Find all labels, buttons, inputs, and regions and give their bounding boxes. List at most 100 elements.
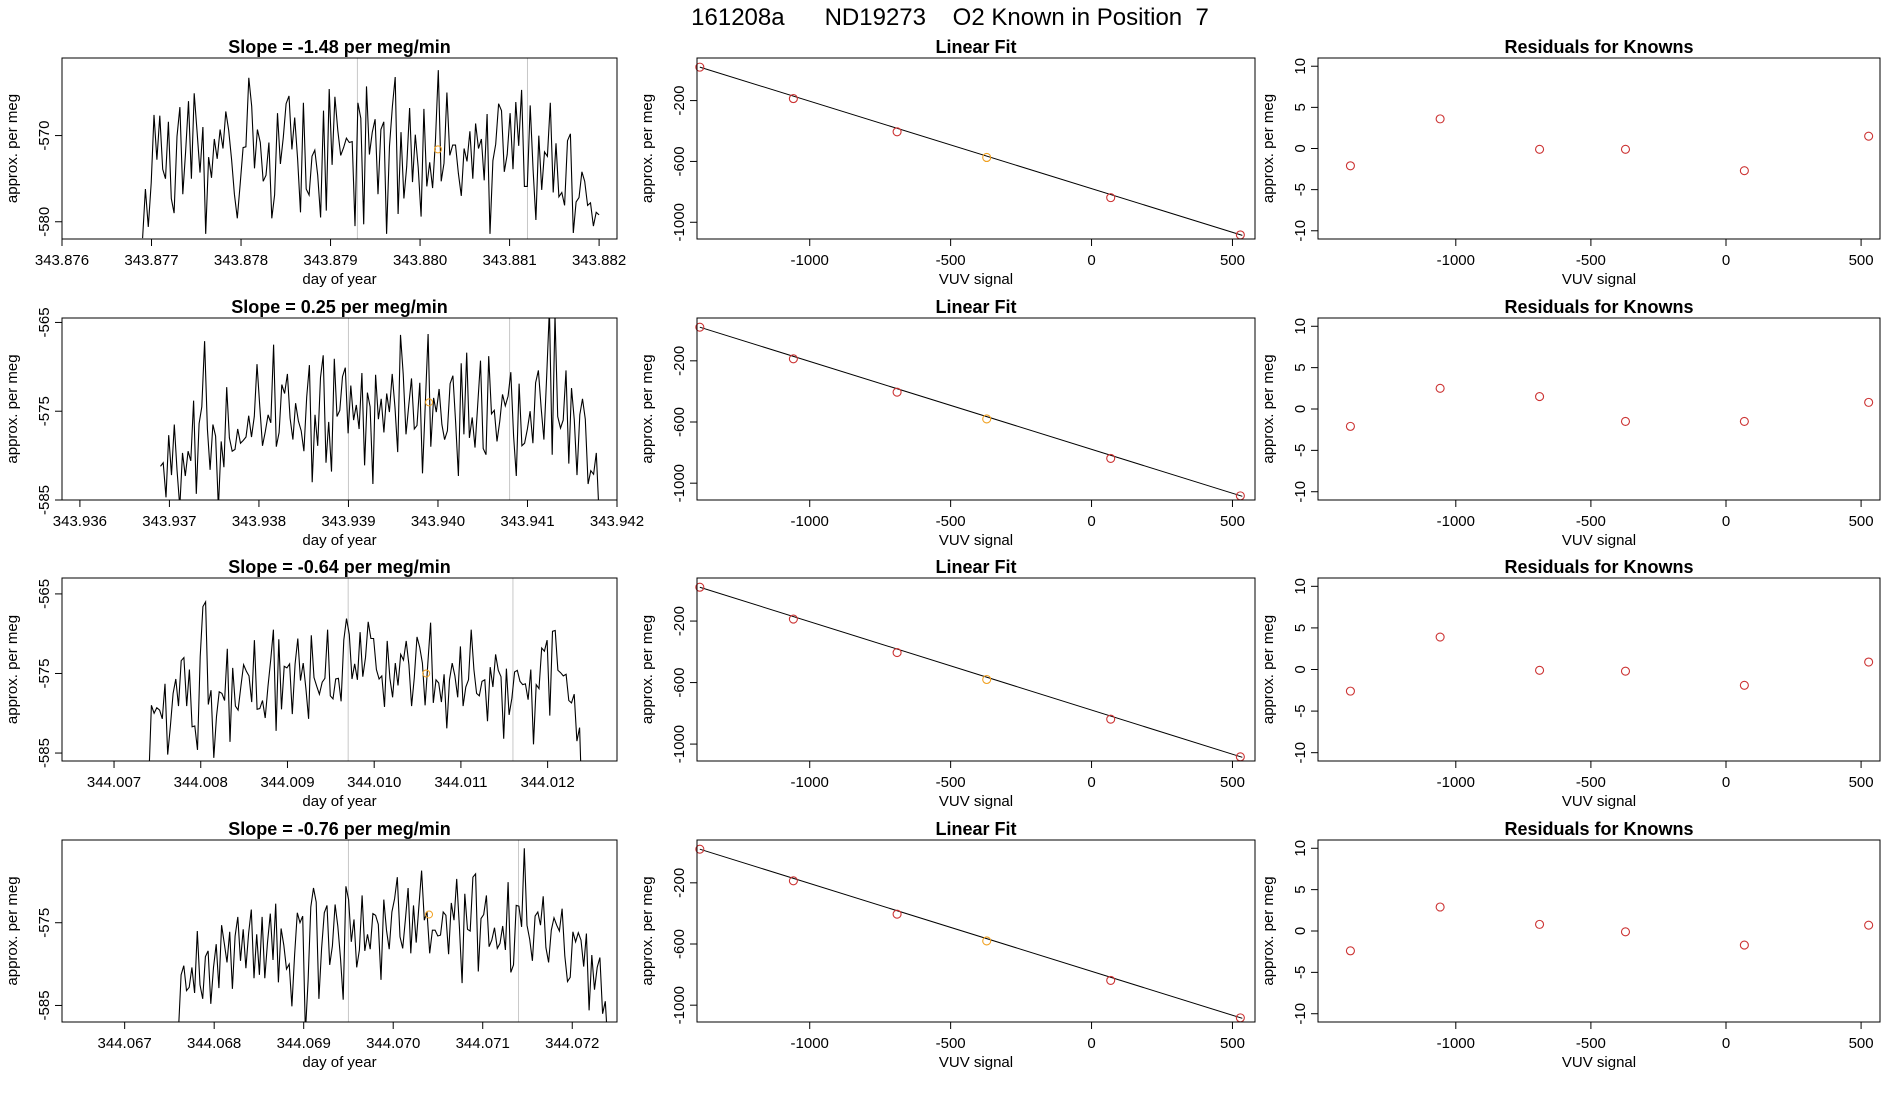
y-tick-label: 10 (1292, 318, 1309, 335)
y-tick-label: -1000 (671, 725, 688, 763)
x-tick-label: -1000 (1437, 252, 1475, 269)
y-tick-label: -10 (1292, 220, 1309, 242)
x-tick-label: -1000 (791, 252, 829, 269)
x-tick-label: 343.879 (303, 252, 357, 269)
residuals-panel-row3: Residuals for Knowns -1000 -500 0 500 VUV sig… (1260, 557, 1881, 810)
y-tick-label: -585 (36, 738, 53, 768)
x-axis-label: VUV signal (939, 532, 1013, 549)
data-point (788, 876, 798, 886)
data-point (788, 614, 798, 624)
y-axis-label: approx. per meg (1260, 94, 1277, 203)
x-axis-label: VUV signal (939, 1054, 1013, 1071)
x-tick-label: 500 (1220, 513, 1245, 530)
x-tick-label: 0 (1722, 1035, 1730, 1052)
y-tick-label: 5 (1292, 103, 1309, 111)
x-tick-label: 344.072 (545, 1035, 599, 1052)
y-axis-label: approx. per meg (4, 615, 21, 724)
data-point (788, 94, 798, 104)
y-axis-label: approx. per meg (4, 354, 21, 463)
x-tick-label: 344.071 (456, 1035, 510, 1052)
y-tick-label: -580 (36, 207, 53, 237)
y-tick-label: -200 (671, 346, 688, 376)
x-tick-label: 344.012 (521, 774, 575, 791)
y-tick-label: -10 (1292, 481, 1309, 503)
x-tick-label: 0 (1087, 1035, 1095, 1052)
data-point (982, 936, 992, 946)
x-axis-label: day of year (302, 793, 376, 810)
fit-line (699, 586, 1243, 758)
data-point (1739, 416, 1749, 426)
y-tick-label: -575 (36, 658, 53, 688)
plot-title: Residuals for Knowns (1504, 557, 1693, 577)
x-tick-label: -1000 (1437, 1035, 1475, 1052)
data-point (1620, 144, 1631, 154)
x-tick-label: 343.939 (321, 513, 375, 530)
x-tick-label: 0 (1722, 513, 1730, 530)
x-tick-label: 344.070 (366, 1035, 420, 1052)
x-tick-label: 344.068 (187, 1035, 241, 1052)
x-tick-label: 0 (1722, 252, 1730, 269)
y-axis-label: approx. per meg (639, 354, 656, 463)
plot-area (160, 318, 599, 500)
x-tick-label: -1000 (791, 513, 829, 530)
data-point (1435, 902, 1445, 912)
data-point (982, 674, 992, 685)
x-axis-label: VUV signal (1562, 532, 1636, 549)
plot-title: Slope = -0.76 per meg/min (228, 819, 451, 839)
x-tick-label: 343.877 (124, 252, 178, 269)
data-point (982, 414, 992, 424)
x-tick-label: -1000 (791, 1035, 829, 1052)
y-axis-label: approx. per meg (639, 615, 656, 724)
time-series-panel-row1: Slope = -1.48 per meg/min 343.876 343.877 3… (4, 37, 626, 288)
x-tick-label: 344.009 (260, 774, 314, 791)
highlight-point (433, 145, 442, 154)
x-tick-label: 344.007 (87, 774, 141, 791)
highlight-point (425, 398, 434, 407)
plot-title: Slope = 0.25 per meg/min (231, 297, 448, 317)
data-point (695, 322, 705, 332)
data-point (1620, 666, 1631, 676)
data-point (1435, 383, 1445, 393)
data-point (1106, 453, 1116, 463)
x-axis-label: VUV signal (1562, 1054, 1636, 1071)
x-axis-label: VUV signal (1562, 271, 1636, 288)
x-tick-label: 343.937 (142, 513, 196, 530)
x-tick-label: -1000 (1437, 774, 1475, 791)
y-tick-label: -600 (671, 146, 688, 176)
x-tick-label: 500 (1220, 1035, 1245, 1052)
x-axis-label: day of year (302, 1054, 376, 1071)
x-tick-label: 500 (1220, 774, 1245, 791)
data-point (1535, 144, 1545, 154)
plot-title: Linear Fit (935, 557, 1016, 577)
x-tick-label: 344.008 (174, 774, 228, 791)
plot-title: Linear Fit (935, 37, 1016, 57)
y-tick-label: 0 (1292, 665, 1309, 673)
plot-frame (696, 839, 1256, 1023)
y-tick-label: -5 (1292, 704, 1309, 717)
plot-title: Slope = -0.64 per meg/min (228, 557, 451, 577)
linear-fit-panel-row3: Linear Fit -1000 -500 0 500 VUV signal -200 -60… (639, 557, 1256, 810)
plot-title: Residuals for Knowns (1504, 37, 1693, 57)
x-tick-label: 344.011 (434, 774, 487, 791)
x-tick-label: -500 (1576, 1035, 1606, 1052)
y-tick-label: -565 (36, 579, 53, 609)
x-tick-label: 343.938 (232, 513, 286, 530)
linear-fit-panel-row2: Linear Fit -1000 -500 0 500 VUV signal -200 -60… (639, 297, 1256, 549)
x-axis-label: day of year (302, 532, 376, 549)
plot-title: Residuals for Knowns (1504, 819, 1693, 839)
x-tick-label: 343.941 (500, 513, 554, 530)
x-axis-label: day of year (302, 271, 376, 288)
x-tick-label: -1000 (791, 774, 829, 791)
y-tick-label: 0 (1292, 927, 1309, 935)
data-point (892, 127, 902, 137)
y-tick-label: 10 (1292, 58, 1309, 75)
data-point (1106, 193, 1116, 203)
linear-fit-panel-row1: Linear Fit -1000 -500 0 500 VUV signal -200 -60… (639, 37, 1256, 288)
x-tick-label: -500 (936, 774, 966, 791)
fit-line (699, 326, 1243, 497)
data-point (892, 648, 902, 658)
y-tick-label: -565 (36, 307, 53, 337)
x-tick-label: -500 (1576, 513, 1606, 530)
plot-title: Linear Fit (935, 819, 1016, 839)
data-point (1535, 919, 1545, 929)
